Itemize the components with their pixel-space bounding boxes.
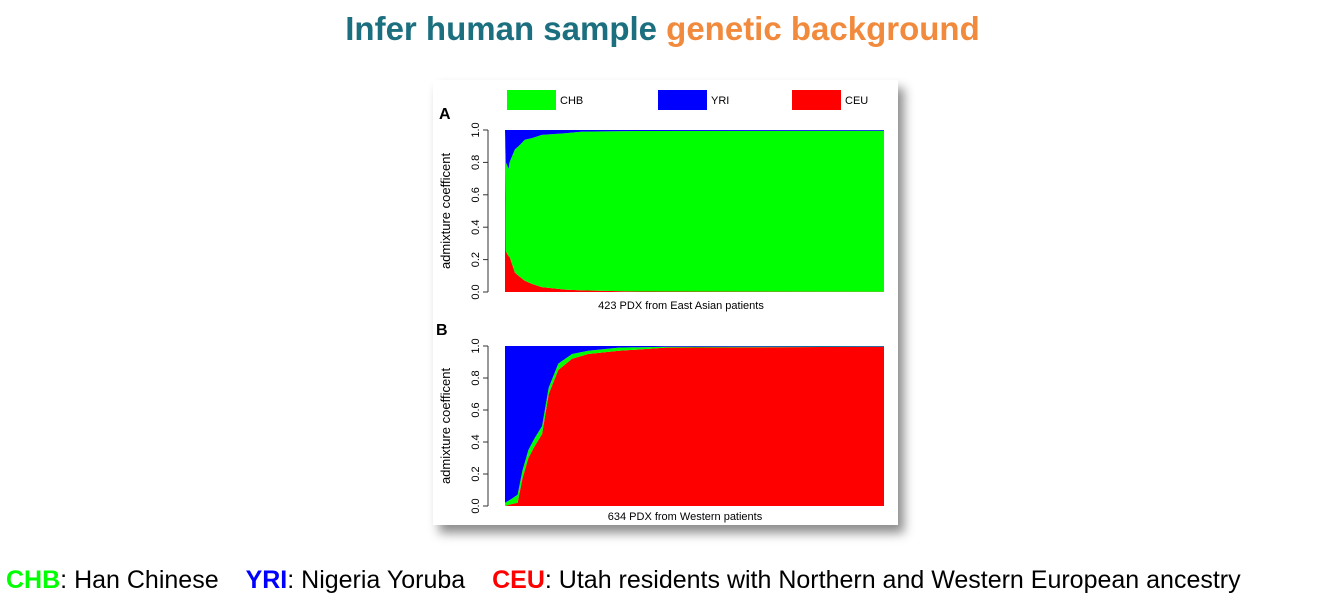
y-tick-label: 0.8: [470, 155, 482, 170]
key-ceu: CEU: Utah residents with Northern and We…: [492, 566, 1241, 594]
legend-label-yri: YRI: [711, 95, 729, 107]
series-area-yri: [505, 130, 884, 169]
key-code-ceu: CEU: [492, 566, 545, 594]
y-axis-label-b: admixture coefficent: [438, 368, 453, 484]
series-area-ceu: [505, 346, 884, 506]
y-tick-label: 0.6: [470, 187, 482, 202]
y-tick-label: 0.2: [470, 252, 482, 267]
series-area-chb: [505, 130, 884, 292]
y-tick-label: 0.8: [470, 370, 482, 385]
population-key: CHB: Han Chinese YRI: Nigeria Yoruba CEU…: [6, 566, 1241, 595]
y-tick-label: 1.0: [470, 338, 482, 353]
key-code-yri: YRI: [245, 566, 288, 594]
panel-label-a: A: [439, 106, 451, 123]
series-area-yri: [505, 346, 884, 503]
y-axis-label-a: admixture coefficent: [438, 153, 453, 269]
title-part-1: Infer human sample: [345, 10, 657, 47]
title-part-2: genetic background: [666, 10, 980, 47]
legend-swatch-ceu: [792, 90, 841, 110]
panel-b: B 0.0 0.2 0.4 0.6 0.8 1.0 admixture coefficen…: [436, 322, 884, 523]
slide-title: Infer human sample genetic background: [0, 10, 1325, 48]
y-tick-label: 0.4: [470, 220, 482, 235]
key-code-chb: CHB: [6, 566, 61, 594]
legend-swatch-chb: [507, 90, 556, 110]
key-yri: YRI: Nigeria Yoruba: [246, 566, 466, 594]
y-tick-label: 0.0: [470, 498, 482, 513]
key-desc-chb: : Han Chinese: [60, 566, 219, 594]
panel-a: A 0.0 0.2 0.4 0.6 0.8 1.0 admixture coefficen…: [438, 106, 884, 312]
y-tick-label: 0.6: [470, 402, 482, 417]
legend-label-ceu: CEU: [845, 95, 868, 107]
legend-swatch-yri: [658, 90, 707, 110]
legend-label-chb: CHB: [560, 95, 583, 107]
y-tick-label: 1.0: [470, 122, 482, 137]
y-tick-label: 0.4: [470, 434, 482, 449]
key-chb: CHB: Han Chinese: [6, 566, 219, 594]
x-axis-label-b: 634 PDX from Western patients: [608, 511, 763, 523]
legend: CHB YRI CEU: [507, 90, 868, 110]
y-tick-label: 0.2: [470, 466, 482, 481]
panel-label-b: B: [436, 322, 448, 339]
x-axis-label-a: 423 PDX from East Asian patients: [598, 300, 764, 312]
y-tick-label: 0.0: [470, 284, 482, 299]
key-desc-yri: : Nigeria Yoruba: [287, 566, 466, 594]
key-desc-ceu: : Utah residents with Northern and Weste…: [544, 566, 1241, 594]
